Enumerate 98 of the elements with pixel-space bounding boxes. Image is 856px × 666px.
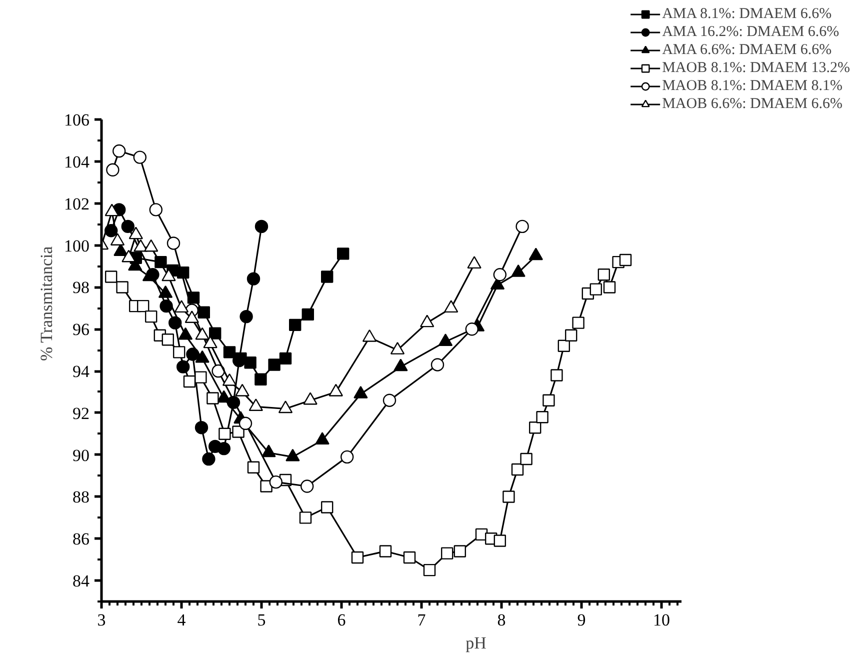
point: [160, 299, 173, 313]
point: [565, 329, 578, 342]
point: [112, 144, 126, 158]
point: [572, 316, 584, 329]
point: [529, 421, 542, 434]
point: [619, 254, 632, 266]
point: [269, 475, 282, 489]
y-tick-label: 104: [64, 152, 90, 172]
point: [247, 461, 260, 474]
y-axis-title: % Transmitancia: [37, 246, 56, 362]
x-tick-label: 8: [497, 610, 506, 630]
point: [423, 564, 436, 576]
point: [217, 442, 230, 456]
x-tick-label: 7: [417, 610, 426, 630]
point: [223, 346, 236, 358]
y-tick-label: 96: [72, 320, 90, 340]
point: [502, 490, 515, 503]
point: [454, 545, 466, 558]
point: [351, 551, 364, 564]
x-axis-title: pH: [466, 634, 486, 652]
point: [183, 375, 196, 388]
point: [194, 371, 207, 384]
point: [121, 220, 134, 234]
legend-label: MAOB 8.1%: DMAEM 8.1%: [662, 77, 842, 95]
point: [149, 203, 162, 216]
point: [137, 300, 150, 312]
point: [558, 340, 570, 352]
y-tick-label: 84: [72, 572, 90, 591]
point: [218, 428, 231, 440]
point: [202, 452, 216, 466]
x-tick-label: 5: [257, 610, 266, 630]
point: [493, 268, 506, 282]
point: [403, 551, 416, 564]
x-tick-label: 10: [653, 610, 670, 630]
point: [321, 501, 334, 514]
point: [430, 358, 444, 372]
point: [598, 268, 610, 281]
point: [340, 450, 354, 464]
point: [145, 310, 158, 323]
point: [590, 283, 602, 296]
point: [198, 306, 210, 318]
point: [441, 547, 454, 560]
x-tick-label: 4: [177, 610, 186, 630]
point: [232, 426, 244, 438]
x-tick-label: 9: [577, 610, 586, 630]
point: [212, 364, 225, 378]
point: [511, 463, 524, 476]
point: [194, 421, 208, 434]
point: [166, 236, 180, 250]
point: [244, 356, 256, 369]
point: [379, 545, 392, 558]
x-tick-label: 3: [97, 610, 106, 630]
point: [299, 512, 312, 524]
point: [268, 358, 280, 371]
legend-label: AMA 8.1%: DMAEM 6.6%: [662, 5, 832, 23]
y-tick-label: 98: [72, 278, 90, 298]
point: [238, 416, 252, 430]
legend-label: MAOB 8.1%: DMAEM 13.2%: [662, 59, 850, 77]
point: [465, 322, 478, 336]
point: [133, 150, 146, 164]
point: [337, 248, 350, 260]
y-tick-label: 92: [72, 404, 90, 423]
point: [246, 272, 260, 286]
y-tick-label: 90: [72, 446, 90, 465]
x-tick-label: 6: [337, 610, 346, 630]
legend-label: AMA 6.6%: DMAEM 6.6%: [662, 41, 832, 59]
point: [382, 394, 396, 407]
point: [254, 220, 268, 234]
point: [550, 369, 563, 382]
point: [279, 352, 292, 365]
point: [542, 394, 555, 406]
point: [289, 318, 302, 332]
point: [494, 534, 506, 547]
point: [116, 281, 128, 294]
point: [173, 346, 186, 358]
point: [321, 270, 334, 283]
point: [520, 452, 532, 466]
legend-label: MAOB 6.6%: DMAEM 6.6%: [662, 95, 842, 113]
point: [300, 480, 314, 493]
point: [106, 163, 120, 176]
point: [206, 392, 219, 404]
point: [162, 333, 174, 346]
point: [302, 308, 314, 321]
y-tick-label: 86: [72, 530, 90, 549]
point: [240, 310, 253, 324]
y-tick-label: 100: [64, 236, 90, 256]
point: [186, 348, 200, 361]
point: [516, 220, 529, 234]
point: [209, 327, 222, 340]
point: [536, 411, 548, 424]
y-tick-label: 94: [72, 362, 90, 382]
point: [603, 281, 616, 294]
y-tick-label: 106: [64, 110, 90, 130]
y-tick-label: 102: [64, 194, 90, 214]
y-tick-label: 88: [72, 488, 90, 507]
point: [254, 373, 267, 386]
point: [105, 270, 118, 283]
legend-label: AMA 16.2%: DMAEM 6.6%: [662, 23, 840, 41]
